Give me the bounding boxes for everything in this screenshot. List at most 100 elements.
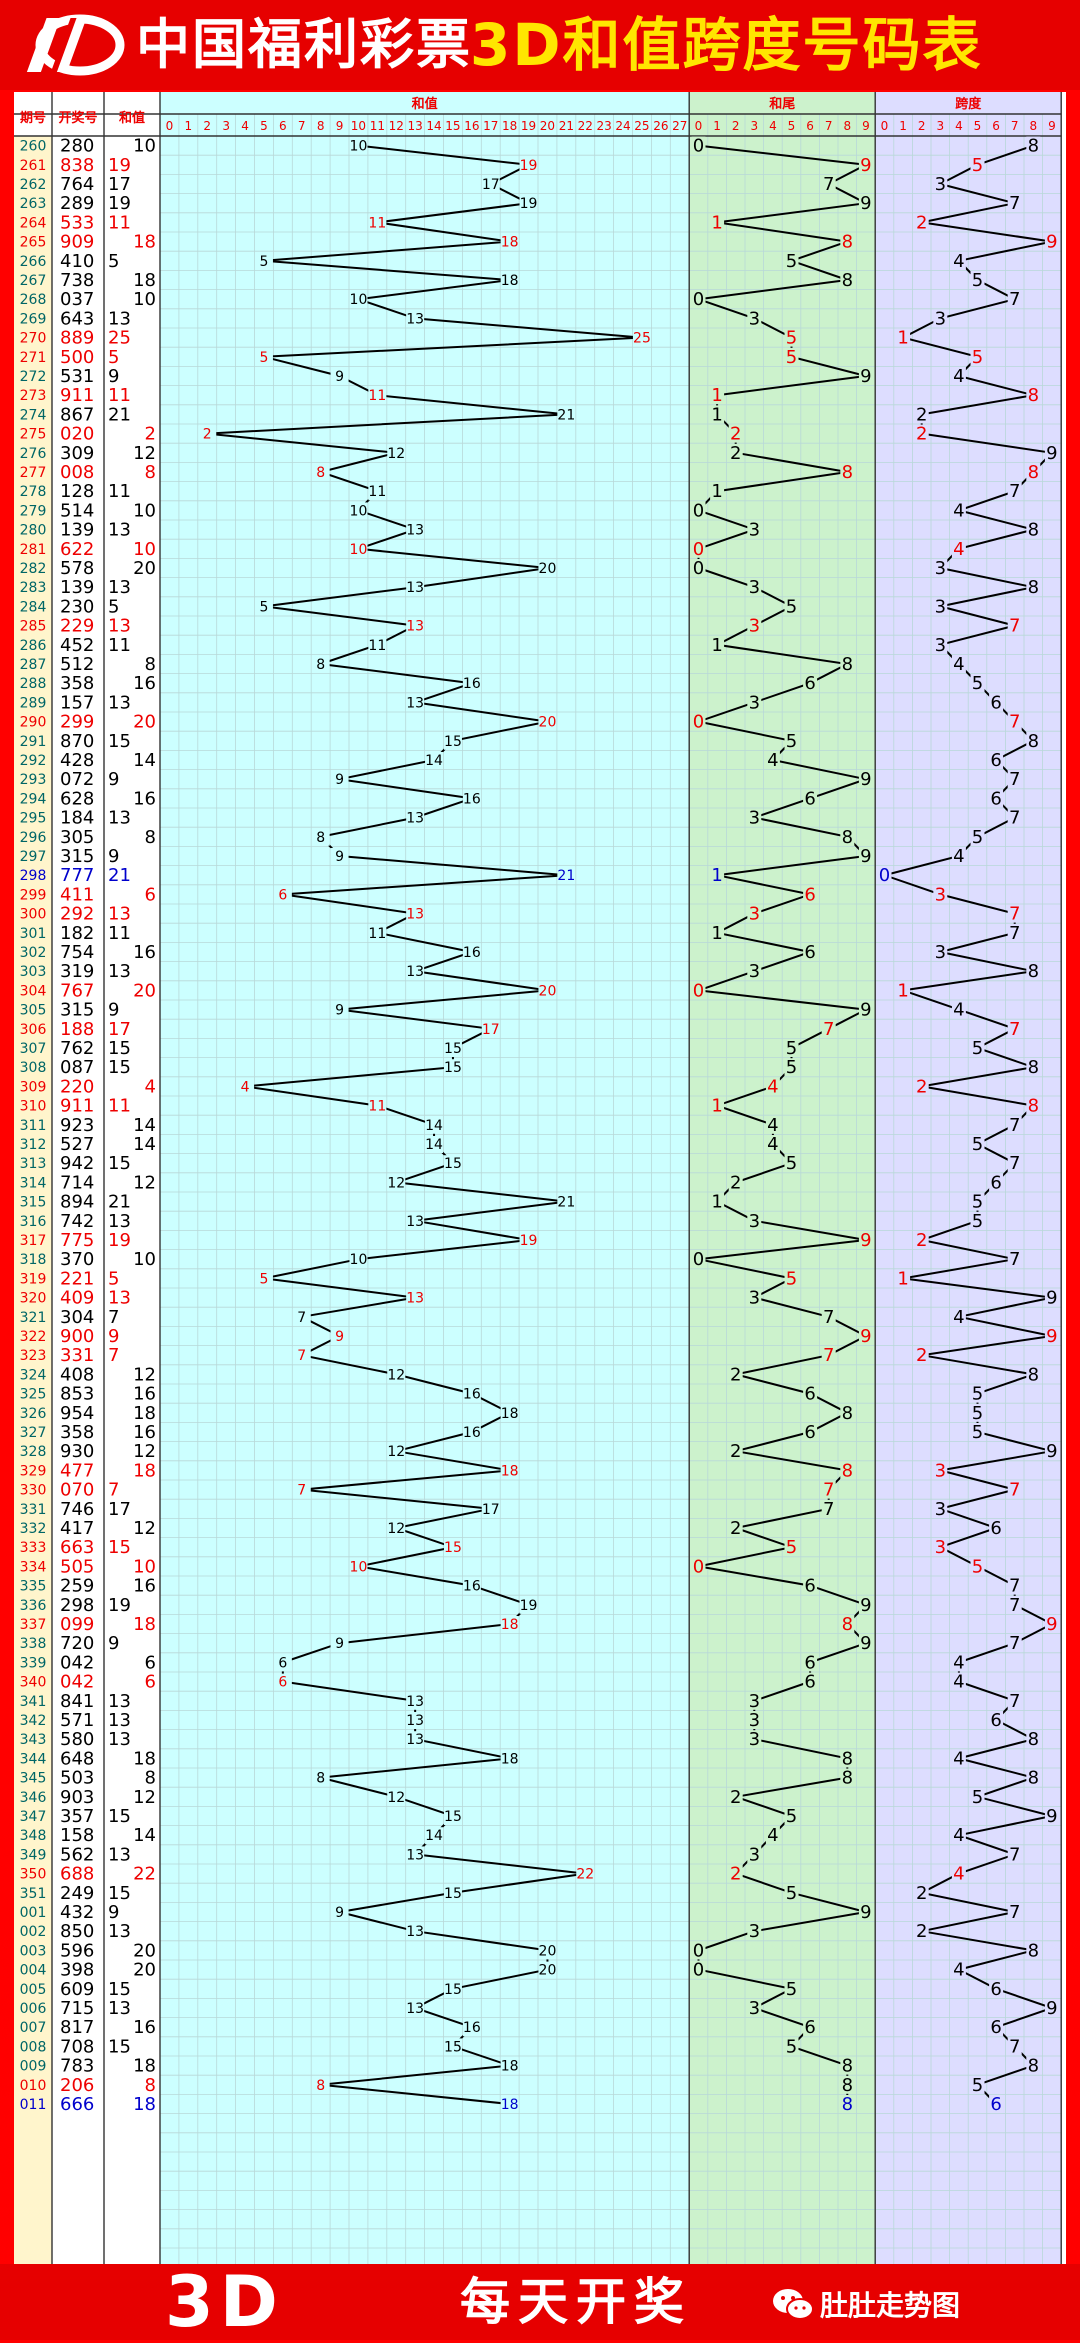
period-cell: 347 [20,1809,47,1825]
span-point: 8 [1028,1768,1039,1789]
period-cell: 293 [20,772,47,788]
period-cell: 007 [20,2020,47,2036]
span-point: 3 [935,596,946,617]
span-point-bg [970,1135,985,1153]
tail-point: 0 [693,539,704,560]
tail-point-bg [784,1154,799,1173]
span-point: 2 [916,1345,927,1366]
number-cell: 853 [60,1384,94,1405]
span-point: 7 [1009,1576,1020,1597]
span-point: 7 [1009,193,1020,214]
tail-point-bg [691,136,706,155]
sum-cell: 19 [108,155,131,176]
span-point-bg [970,2075,985,2094]
span-point: 4 [953,1307,964,1328]
number-cell: 742 [60,1211,94,1232]
span-point-bg [1026,1058,1041,1077]
span-point-bg [1026,2056,1041,2075]
sum-point-bg [500,1616,519,1633]
span-point: 4 [953,251,964,272]
sum-point-bg [330,1904,349,1921]
period-cell: 331 [20,1502,47,1518]
span-point-bg [989,693,1004,712]
tail-point: 8 [842,654,853,675]
sum-cell: 9 [108,846,119,867]
span-point-bg [933,1538,948,1557]
tail-point: 0 [693,1960,704,1981]
period-cell: 288 [20,676,47,692]
span-axis-tick: 0 [881,119,889,133]
sum-point: 12 [387,1521,405,1537]
span-point: 7 [1009,1844,1020,1865]
number-cell: 708 [60,2036,94,2057]
sum-point-bg [368,483,387,501]
span-point: 7 [1009,481,1020,502]
sum-point: 21 [557,1195,575,1211]
tail-point-bg [840,2075,855,2094]
sum-point: 16 [463,945,481,961]
span-point: 5 [972,270,983,291]
sum-point: 15 [444,734,462,750]
sum-point-bg [557,1193,576,1211]
sum-cell: 10 [133,539,156,560]
sum-point: 9 [335,369,344,385]
span-point: 5 [972,347,983,368]
number-cell: 070 [60,1480,94,1501]
tail-point: 5 [786,1537,797,1558]
tail-axis-tick: 3 [750,119,758,133]
sum-point: 16 [463,676,481,692]
sum-point-bg [406,579,425,597]
sum-point: 12 [387,1444,405,1460]
sum-axis-tick: 15 [445,119,460,133]
sum-point-bg [349,540,368,558]
span-point-bg [970,1423,985,1441]
tail-point: 0 [693,289,704,310]
span-point-bg [877,866,892,885]
period-cell: 268 [20,292,47,308]
span-point: 4 [953,1652,964,1673]
period-cell: 312 [20,1137,47,1153]
span-point-bg [1007,1903,1022,1921]
sum-axis-tick: 5 [260,119,268,133]
period-cell: 292 [20,753,47,769]
tail-point: 3 [749,1691,760,1712]
period-cell: 269 [20,311,47,327]
period-cell: 341 [20,1694,47,1710]
tail-point: 8 [842,827,853,848]
sum-point-bg [576,1865,595,1883]
tail-point-bg [747,578,762,597]
tail-point-bg [840,1749,855,1768]
span-point: 9 [1046,232,1057,253]
sum-cell: 13 [108,1844,131,1865]
period-cell: 003 [20,1943,47,1959]
number-cell: 229 [60,616,94,637]
span-point: 7 [1009,1115,1020,1136]
span-point-bg [933,1499,948,1518]
span-point: 3 [935,1499,946,1520]
sum-point: 13 [406,523,424,539]
period-cell: 336 [20,1598,47,1614]
sum-point: 11 [368,926,386,942]
span-point: 4 [953,1864,964,1885]
tail-point-bg [728,1787,743,1806]
sum-point-bg [292,1481,311,1499]
tail-axis-tick: 0 [695,119,703,133]
sum-cell: 13 [108,904,131,925]
sum-cell: 16 [133,673,156,694]
tail-point: 6 [804,788,815,809]
span-point: 3 [935,1460,946,1481]
page-title: 3D和值跨度号码表 [470,11,983,79]
tail-point-bg [728,1442,743,1461]
sum-point-bg [406,963,425,981]
tail-point-bg [840,2095,855,2113]
sum-point: 2 [203,427,212,443]
sum-point-bg [273,886,292,904]
tail-point-bg [840,1615,855,1633]
span-point-bg [951,1826,966,1845]
span-point: 7 [1009,1153,1020,1174]
period-cell: 281 [20,542,47,558]
period-cell: 309 [20,1079,47,1095]
period-cell: 339 [20,1655,47,1671]
sum-cell: 8 [145,462,156,483]
sum-point: 20 [539,1943,557,1959]
